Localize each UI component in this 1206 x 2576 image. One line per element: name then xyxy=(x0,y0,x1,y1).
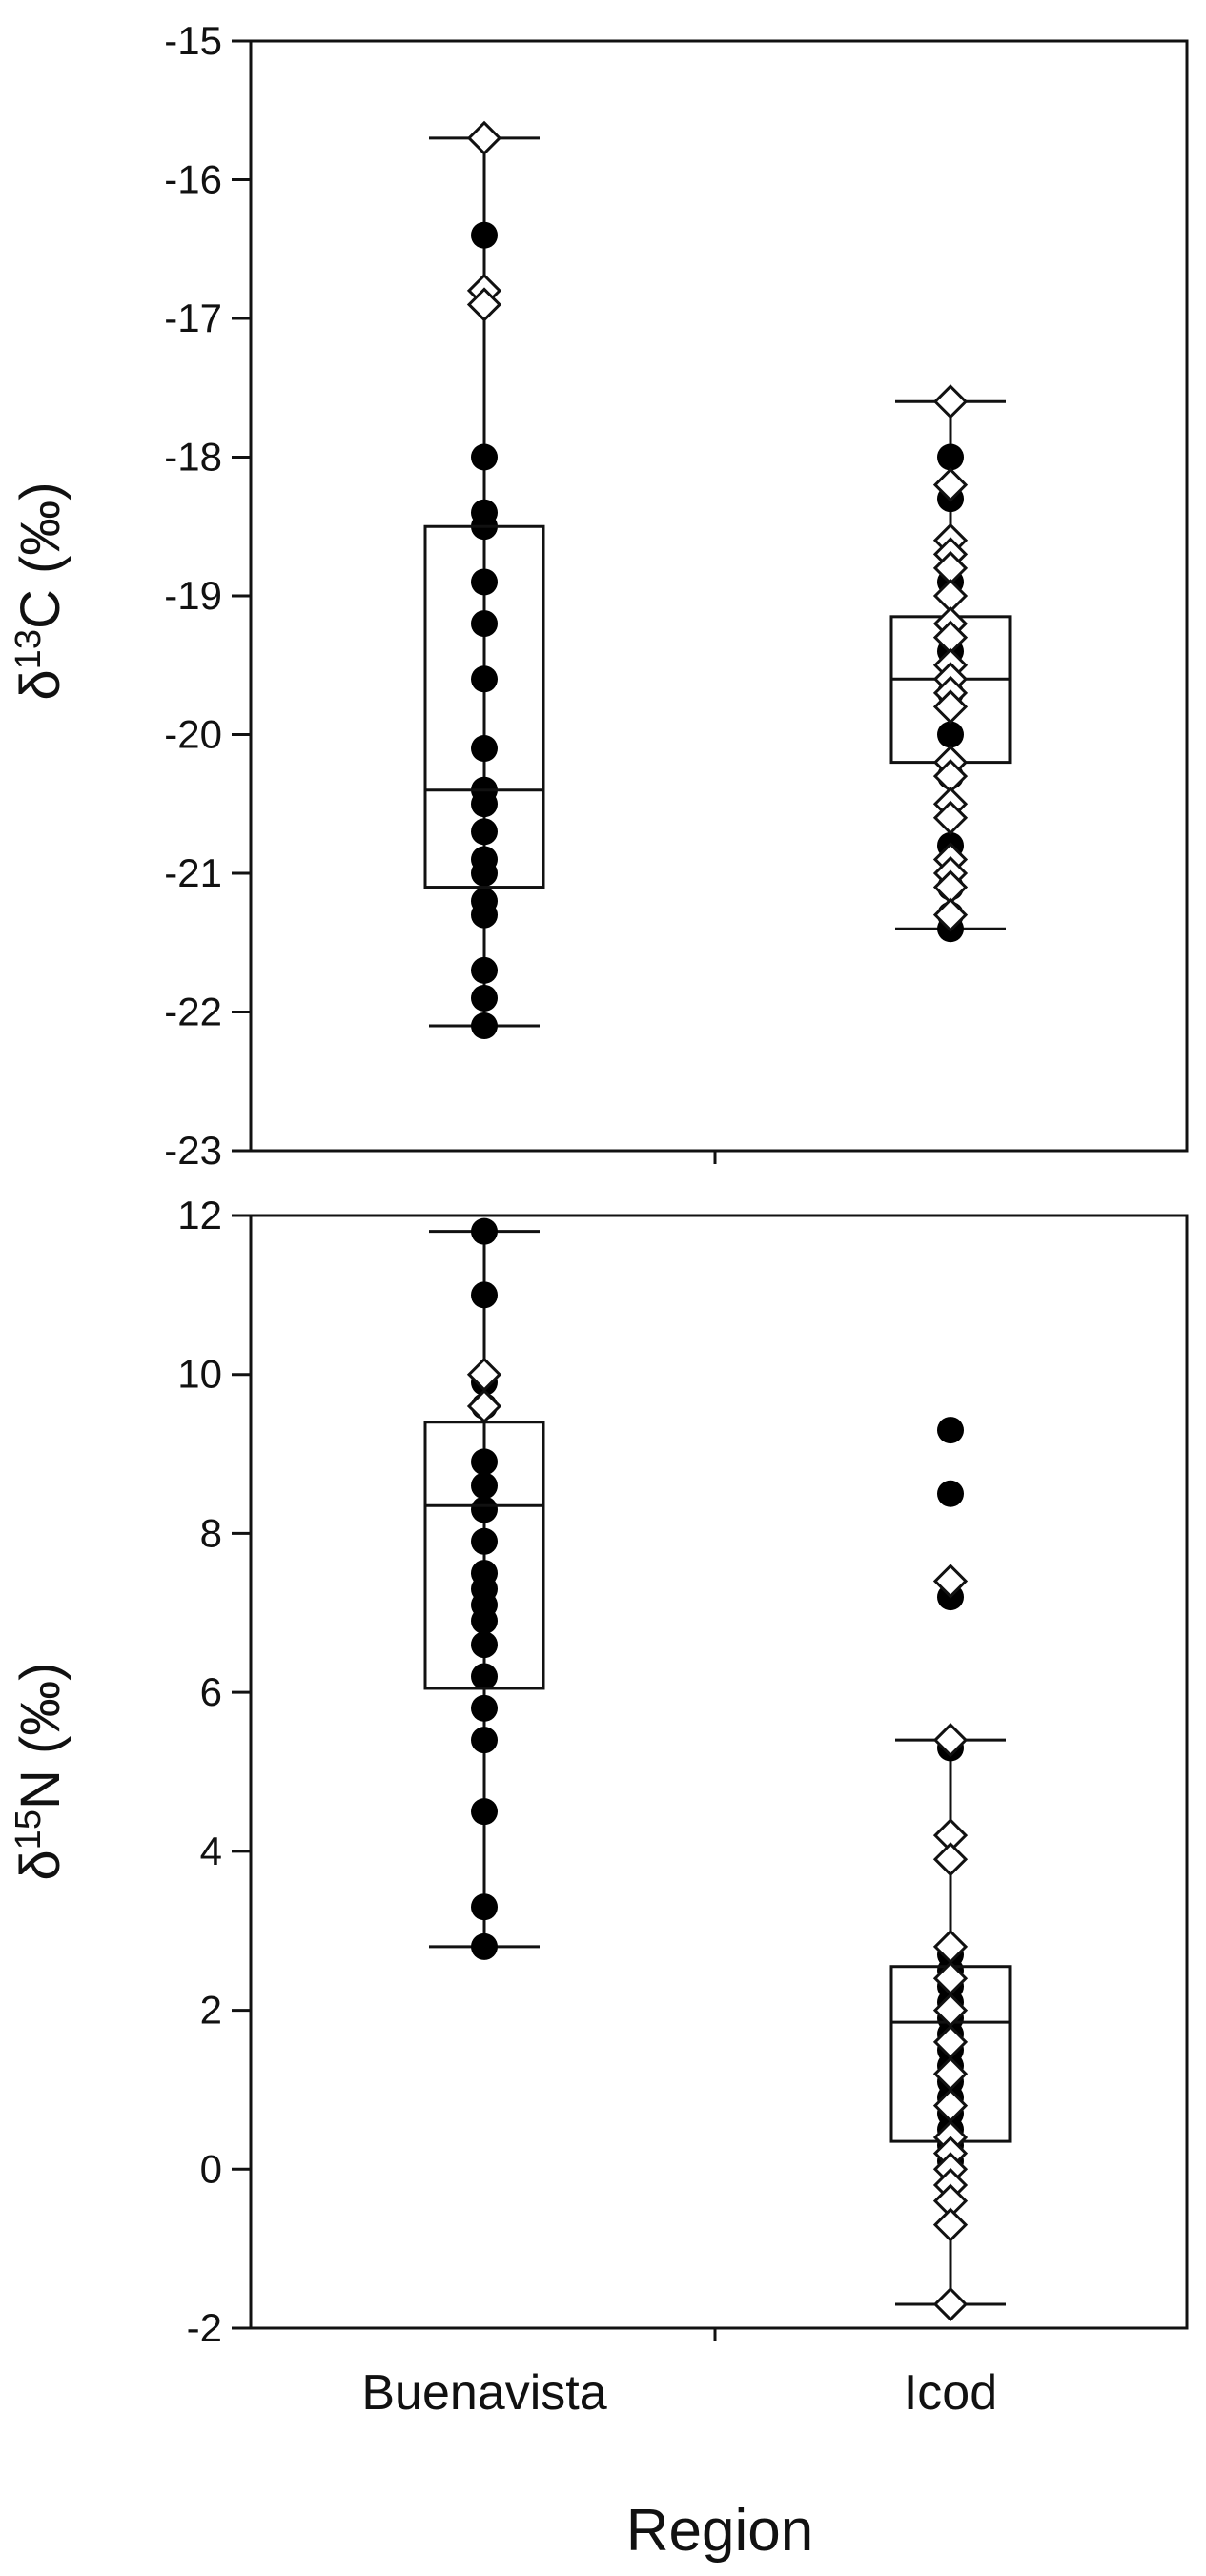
panel-bottom: 12 10 8 6 4 2 0 -2 δ15N (‰) Buenavista Icod xyxy=(9,1193,1189,2421)
y-tick-label: 6 xyxy=(200,1669,222,1714)
filled-point xyxy=(471,1472,498,1500)
filled-point xyxy=(471,568,498,596)
open-diamond-point xyxy=(932,1564,969,1599)
plot-frame xyxy=(249,1214,1189,2330)
y-tick-label: 2 xyxy=(200,1988,222,2033)
filled-point xyxy=(471,1932,498,1960)
filled-point xyxy=(471,1727,498,1754)
y-tick-label: -16 xyxy=(164,157,222,202)
y-tick-label: -20 xyxy=(164,712,222,757)
filled-point xyxy=(471,901,498,929)
y-tick-label: -19 xyxy=(164,573,222,618)
y-axis-superscript: 13 xyxy=(9,629,49,669)
y-axis-symbol: δ xyxy=(10,669,72,700)
filled-point xyxy=(937,1417,964,1444)
filled-point xyxy=(471,735,498,763)
y-axis-superscript: 15 xyxy=(9,1809,49,1850)
filled-point xyxy=(471,1631,498,1659)
filled-point xyxy=(471,1663,498,1690)
y-tick-label: -17 xyxy=(164,296,222,340)
y-axis-title: δ13C (‰) xyxy=(9,481,72,700)
y-axis-unit: N (‰) xyxy=(10,1662,72,1809)
filled-point xyxy=(937,1480,964,1507)
y-tick-label: -15 xyxy=(164,18,222,63)
open-diamond-point xyxy=(466,287,502,322)
panel-top: -15 -16 -17 -18 -19 -20 -21 -22 -23 δ13C (‰) xyxy=(9,18,1189,1173)
filled-point xyxy=(471,956,498,984)
y-tick-label: 4 xyxy=(200,1829,222,1873)
filled-point xyxy=(937,721,964,748)
filled-point xyxy=(471,818,498,846)
y-tick-label: -22 xyxy=(164,990,222,1034)
y-tick-label: -21 xyxy=(164,850,222,895)
y-tick-label: -18 xyxy=(164,435,222,480)
filled-point xyxy=(471,1694,498,1722)
filled-point xyxy=(471,221,498,249)
y-tick-label: 12 xyxy=(177,1193,222,1237)
y-axis-title: δ15N (‰) xyxy=(9,1662,72,1880)
filled-point xyxy=(937,443,964,471)
filled-point xyxy=(471,1281,498,1309)
open-diamond-point xyxy=(932,2286,969,2322)
filled-point xyxy=(471,665,498,693)
open-diamond-point xyxy=(932,467,969,502)
filled-point xyxy=(471,1217,498,1245)
open-diamond-point xyxy=(466,120,502,155)
filled-point xyxy=(471,984,498,1012)
filled-point xyxy=(471,1012,498,1040)
x-axis-title: Region xyxy=(626,2498,813,2564)
open-diamond-point xyxy=(932,384,969,419)
filled-point xyxy=(471,1893,498,1921)
open-diamond-point xyxy=(932,2207,969,2242)
plot-frame xyxy=(249,39,1189,1153)
open-diamond-point xyxy=(932,800,969,835)
y-tick-label: 10 xyxy=(177,1352,222,1397)
filled-point xyxy=(471,1607,498,1635)
filled-point xyxy=(471,1527,498,1555)
open-diamond-point xyxy=(466,1388,502,1424)
box xyxy=(423,524,545,889)
filled-point xyxy=(471,443,498,471)
y-axis-unit: C (‰) xyxy=(10,481,72,629)
open-diamond-point xyxy=(932,689,969,725)
y-tick-label: 0 xyxy=(200,2146,222,2191)
filled-point xyxy=(471,860,498,887)
y-tick-label: 8 xyxy=(200,1510,222,1555)
y-tick-label: -2 xyxy=(187,2305,222,2350)
open-diamond-point xyxy=(932,1723,969,1758)
open-diamond-point xyxy=(932,1842,969,1877)
x-category-label: Buenavista xyxy=(361,2365,606,2421)
y-tick-label: -23 xyxy=(164,1128,222,1173)
filled-point xyxy=(471,790,498,818)
y-axis-symbol: δ xyxy=(10,1850,72,1880)
filled-point xyxy=(471,610,498,638)
filled-point xyxy=(471,1448,498,1476)
open-diamond-point xyxy=(932,897,969,932)
filled-point xyxy=(471,1496,498,1523)
x-category-label: Icod xyxy=(904,2365,997,2421)
filled-point xyxy=(471,1798,498,1826)
